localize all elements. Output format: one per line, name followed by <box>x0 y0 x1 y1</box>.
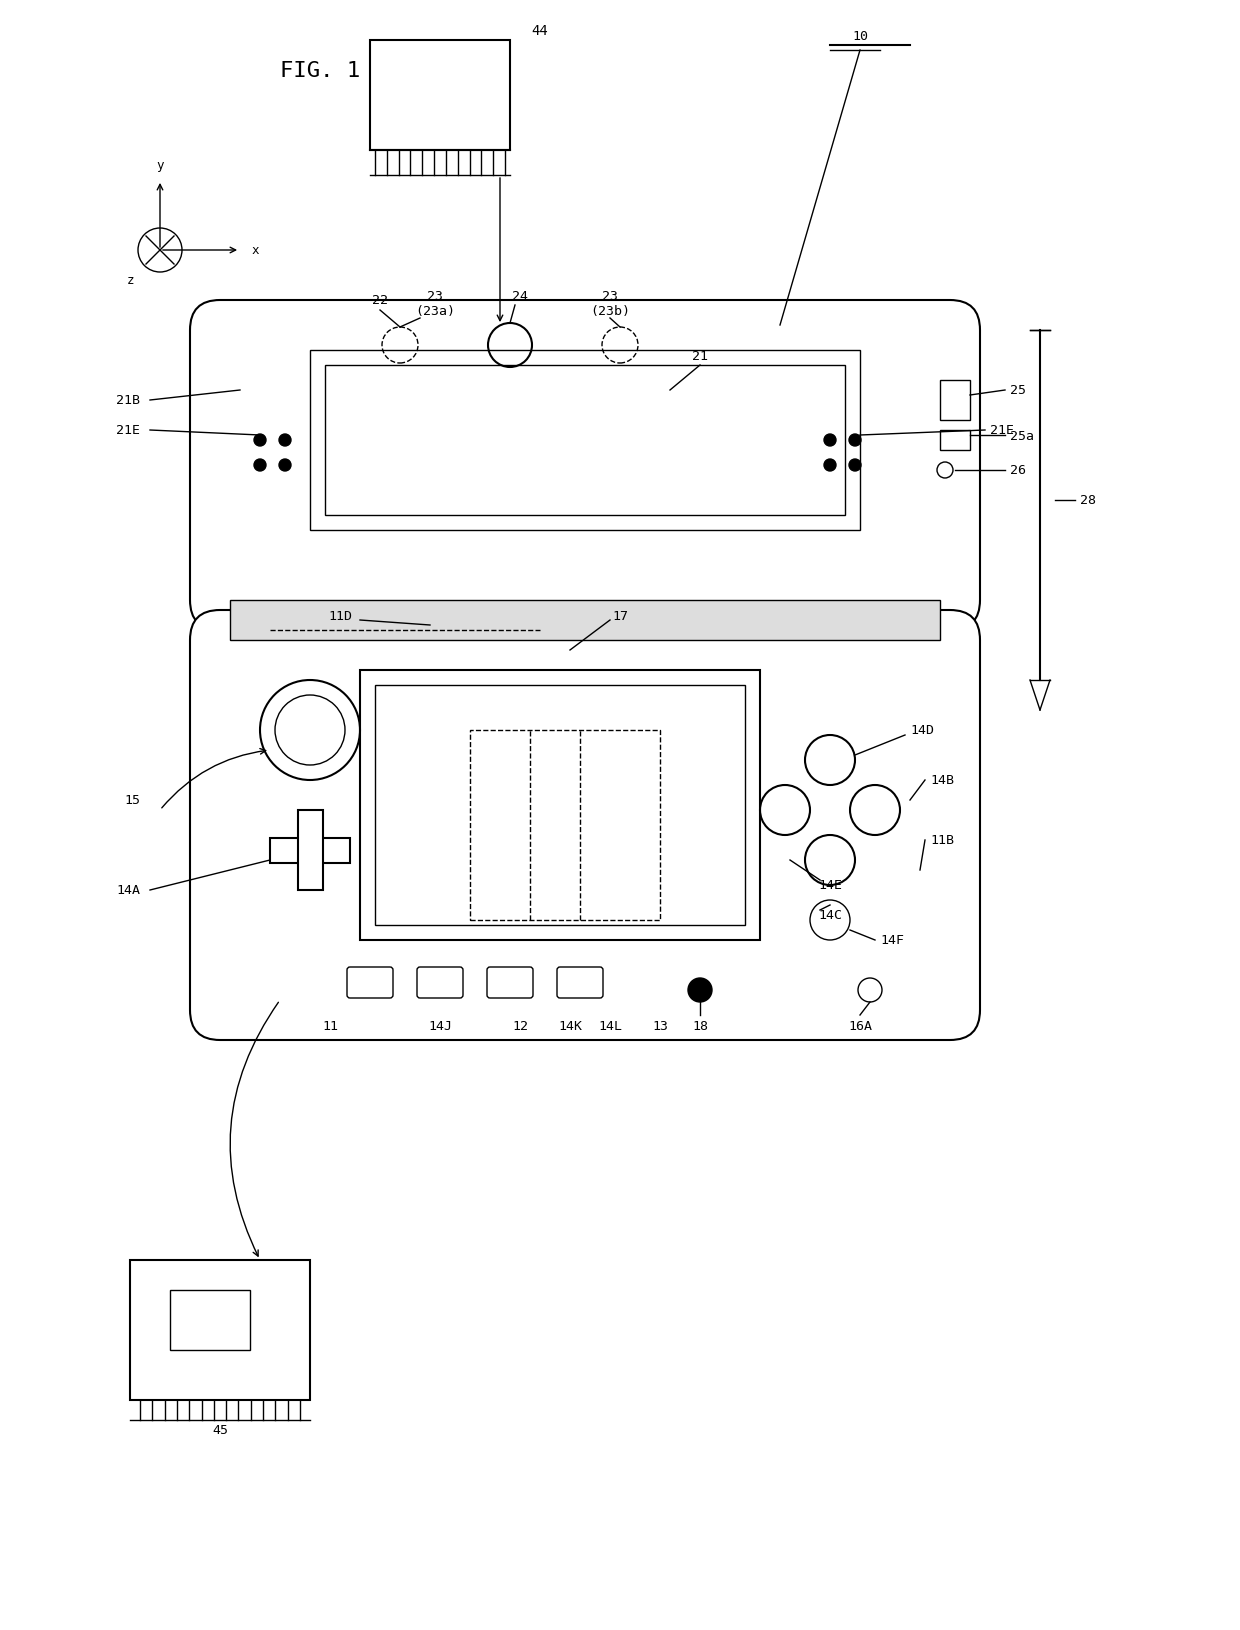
Text: 11: 11 <box>322 1019 339 1032</box>
FancyBboxPatch shape <box>325 365 844 515</box>
Circle shape <box>825 435 836 447</box>
Circle shape <box>254 435 267 447</box>
Text: 11D: 11D <box>329 610 352 623</box>
Text: 14F: 14F <box>880 934 904 947</box>
Text: z: z <box>126 274 134 287</box>
Text: 12: 12 <box>512 1019 528 1032</box>
Text: 21E: 21E <box>990 424 1014 437</box>
Text: 17: 17 <box>613 610 627 623</box>
Text: 23: 23 <box>601 289 618 302</box>
Text: 14E: 14E <box>818 879 842 892</box>
Text: 14A: 14A <box>117 883 140 896</box>
Circle shape <box>849 460 861 471</box>
Text: 45: 45 <box>212 1423 228 1436</box>
Bar <box>940 430 970 452</box>
Bar <box>298 810 322 890</box>
Bar <box>270 838 350 862</box>
Text: 18: 18 <box>692 1019 708 1032</box>
FancyBboxPatch shape <box>370 41 510 152</box>
Text: 28: 28 <box>1080 494 1096 507</box>
Text: 14J: 14J <box>428 1019 453 1032</box>
Text: (23b): (23b) <box>590 305 630 318</box>
Text: 21E: 21E <box>117 424 140 437</box>
Text: 26: 26 <box>1011 465 1025 478</box>
Text: 14K: 14K <box>558 1019 582 1032</box>
Circle shape <box>279 435 291 447</box>
Text: 16A: 16A <box>848 1019 872 1032</box>
Circle shape <box>688 978 712 1002</box>
Text: 13: 13 <box>652 1019 668 1032</box>
Bar <box>940 381 970 421</box>
Text: 14D: 14D <box>910 724 934 737</box>
Text: 14C: 14C <box>818 910 842 923</box>
FancyBboxPatch shape <box>190 611 980 1040</box>
Text: 22: 22 <box>372 295 388 308</box>
Text: 10: 10 <box>852 29 868 42</box>
Text: y: y <box>156 160 164 173</box>
Text: 44: 44 <box>532 24 548 37</box>
Text: 14L: 14L <box>598 1019 622 1032</box>
FancyBboxPatch shape <box>557 968 603 999</box>
FancyBboxPatch shape <box>347 968 393 999</box>
Circle shape <box>254 460 267 471</box>
FancyBboxPatch shape <box>417 968 463 999</box>
FancyBboxPatch shape <box>360 670 760 941</box>
Bar <box>229 600 940 641</box>
Text: 23: 23 <box>427 289 443 302</box>
Text: 15: 15 <box>124 794 140 807</box>
Circle shape <box>279 460 291 471</box>
Circle shape <box>849 435 861 447</box>
Text: 21: 21 <box>692 349 708 362</box>
Text: 14B: 14B <box>930 774 954 787</box>
FancyBboxPatch shape <box>310 350 861 531</box>
Text: 25a: 25a <box>1011 429 1034 442</box>
FancyBboxPatch shape <box>130 1260 310 1400</box>
Text: 25: 25 <box>1011 385 1025 398</box>
Bar <box>170 1291 250 1350</box>
Bar <box>470 730 660 921</box>
FancyBboxPatch shape <box>487 968 533 999</box>
FancyBboxPatch shape <box>374 686 745 926</box>
Text: (23a): (23a) <box>415 305 455 318</box>
Text: 21B: 21B <box>117 394 140 408</box>
Text: x: x <box>252 244 259 258</box>
FancyBboxPatch shape <box>190 302 980 631</box>
Text: 11B: 11B <box>930 835 954 848</box>
Text: FIG. 1: FIG. 1 <box>280 60 361 82</box>
Circle shape <box>825 460 836 471</box>
Text: 24: 24 <box>512 289 528 302</box>
